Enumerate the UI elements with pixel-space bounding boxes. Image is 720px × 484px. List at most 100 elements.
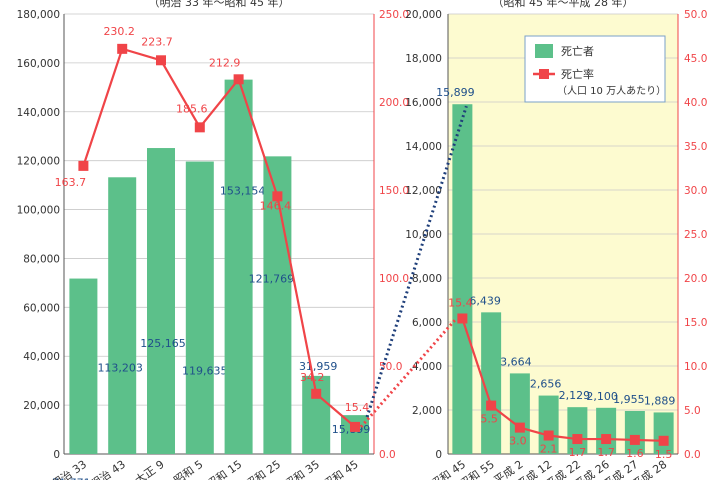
rate-value-label: 163.7 [55, 176, 87, 189]
rate-marker [486, 400, 497, 411]
bar-value-label: 119,635 [182, 365, 228, 378]
y-left-tick-label: 16,000 [405, 97, 442, 109]
rate-value-label: 185.6 [176, 102, 208, 115]
bar-value-label: 15,899 [436, 86, 475, 99]
chart-subtitle: （明治 33 年〜昭和 45 年） [149, 0, 290, 9]
rate-marker [601, 434, 612, 445]
y-left-tick-label: 10,000 [405, 229, 442, 241]
rate-marker [457, 313, 468, 324]
y-left-tick-label: 60,000 [23, 302, 60, 314]
legend-line-label: 死亡率 [561, 67, 594, 81]
bar [481, 312, 502, 454]
bar [224, 79, 253, 454]
y-left-tick-label: 160,000 [17, 58, 60, 70]
bar-value-label: 2,129 [559, 389, 591, 402]
y-right-tick-label: 20.0 [684, 273, 707, 285]
rate-value-label: 230.2 [103, 25, 135, 38]
rate-connector [359, 317, 458, 428]
x-tick-label: 大正 9 [132, 457, 167, 480]
rate-value-label: 15.4 [448, 296, 473, 309]
y-right-tick-label: 50.0 [684, 9, 707, 21]
rate-value-label: 34.2 [300, 371, 325, 384]
y-right-tick-label: 25.0 [684, 229, 707, 241]
rate-marker [350, 421, 360, 432]
bar-value-label: 2,656 [530, 378, 562, 391]
rate-marker [658, 435, 669, 446]
y-left-tick-label: 180,000 [17, 9, 60, 21]
rate-value-label: 212.9 [209, 56, 241, 69]
y-left-tick-label: 12,000 [405, 185, 442, 197]
y-right-tick-label: 0.0 [379, 449, 396, 461]
rate-value-label: 1.7 [569, 446, 587, 459]
rate-value-label: 3.0 [509, 435, 527, 448]
rate-value-label: 2.1 [540, 443, 558, 456]
rate-value-label: 1.6 [626, 447, 644, 460]
bar-value-label: 1,955 [613, 393, 645, 406]
rate-value-label: 223.7 [141, 35, 173, 48]
legend-bar-label: 死亡者 [561, 44, 594, 58]
bar [452, 104, 473, 455]
y-left-tick-label: 14,000 [405, 141, 442, 153]
chart-subtitle: （昭和 45 年〜平成 28 年） [493, 0, 634, 9]
y-left-tick-label: 100,000 [17, 205, 60, 217]
rate-marker [272, 191, 283, 202]
y-left-tick-label: 20,000 [23, 400, 60, 412]
rate-value-label: 5.5 [480, 413, 498, 426]
x-tick-label: 昭和 5 [171, 458, 205, 480]
rate-marker [514, 422, 525, 433]
rate-value-label: 1.7 [597, 446, 615, 459]
bar [147, 148, 175, 454]
rate-value-label: 146.4 [260, 199, 292, 212]
y-right-tick-label: 50.0 [379, 361, 402, 373]
bar-value-label: 113,203 [97, 361, 143, 374]
y-left-tick-label: 0 [435, 449, 442, 461]
bar [263, 156, 292, 454]
bar-value-label: 153,154 [220, 185, 266, 198]
y-left-tick-label: 20,000 [405, 9, 442, 21]
bar-value-label: 1,889 [644, 394, 676, 407]
y-right-tick-label: 5.0 [684, 405, 701, 417]
bar [108, 177, 137, 454]
y-right-tick-label: 15.0 [684, 317, 707, 329]
y-left-tick-label: 80,000 [23, 253, 60, 265]
y-right-tick-label: 35.0 [684, 141, 707, 153]
x-tick-label: 昭和 45 [321, 458, 361, 480]
y-left-tick-label: 120,000 [17, 156, 60, 168]
y-left-tick-label: 2,000 [412, 405, 442, 417]
y-right-tick-label: 250.0 [379, 9, 409, 21]
rate-marker [117, 43, 128, 54]
rate-marker [543, 430, 554, 441]
x-tick-label: 昭和 25 [243, 458, 283, 480]
bar-value-label: 125,165 [140, 337, 186, 350]
rate-marker [78, 160, 89, 171]
y-right-tick-label: 200.0 [379, 97, 409, 109]
bar-value-label: 3,664 [500, 355, 532, 368]
y-left-tick-label: 140,000 [17, 107, 60, 119]
bar-value-label: 6,439 [469, 294, 501, 307]
x-tick-label: 昭和 35 [282, 458, 322, 480]
y-right-tick-label: 30.0 [684, 185, 707, 197]
rate-value-label: 15.4 [345, 401, 370, 414]
bar [509, 373, 530, 454]
y-left-tick-label: 8,000 [412, 273, 442, 285]
rate-marker [194, 122, 205, 133]
y-right-tick-label: 10.0 [684, 361, 707, 373]
rate-marker [311, 388, 322, 399]
x-tick-label: 明治 43 [88, 457, 128, 480]
rate-marker [572, 434, 583, 445]
bar [302, 375, 331, 454]
bar-value-label: 2,100 [586, 390, 618, 403]
legend-bar-swatch [535, 44, 553, 58]
bar [69, 278, 98, 454]
bar-value-label: 121,769 [249, 272, 295, 285]
y-left-tick-label: 6,000 [412, 317, 442, 329]
legend-line-marker [539, 69, 549, 79]
y-left-tick-label: 0 [53, 449, 60, 461]
y-left-tick-label: 4,000 [412, 361, 442, 373]
bar [185, 161, 214, 454]
y-left-tick-label: 18,000 [405, 53, 442, 65]
rate-marker [156, 55, 166, 66]
y-right-tick-label: 45.0 [684, 53, 707, 65]
